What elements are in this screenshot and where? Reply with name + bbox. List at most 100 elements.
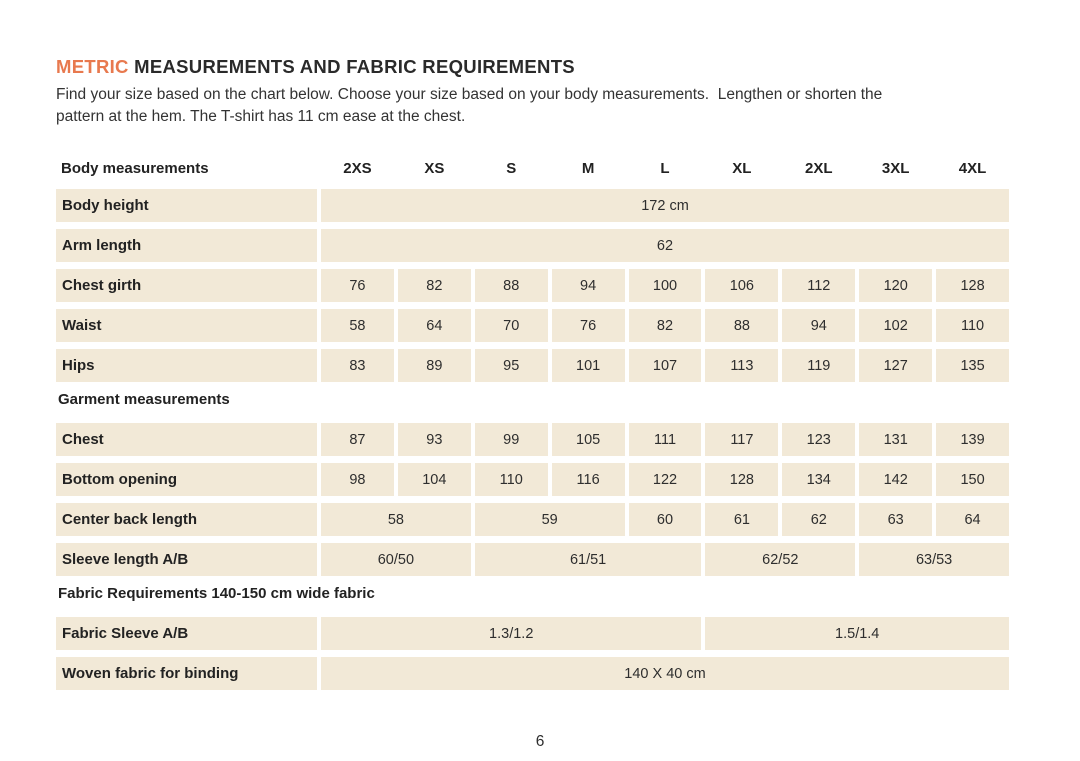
column-header-size-xs: XS — [424, 159, 445, 177]
table-cell: 119 — [782, 349, 856, 382]
row-label: Sleeve length A/B — [56, 543, 317, 576]
table-cell: 58 — [321, 503, 471, 536]
table-cell: 128 — [936, 269, 1009, 302]
table-cell: 62/52 — [705, 543, 856, 576]
table-cell: 95 — [474, 349, 548, 382]
table-cell: 1.3/1.2 — [321, 617, 702, 650]
table-cell: 105 — [551, 423, 625, 456]
table-cell: 98 — [321, 463, 394, 496]
table-cell: 134 — [782, 463, 856, 496]
row-label: Chest — [56, 423, 317, 456]
table-row-fabric-sleeve: Fabric Sleeve A/B 1.3/1.2 1.5/1.4 — [56, 617, 1009, 650]
table-cell: 113 — [705, 349, 779, 382]
section-heading-garment-measurements: Garment measurements — [58, 391, 230, 408]
table-cell: 64 — [936, 503, 1009, 536]
table-cell: 112 — [782, 269, 856, 302]
intro-line-2: pattern at the hem. The T-shirt has 11 c… — [56, 108, 466, 125]
intro-paragraph: Find your size based on the chart below.… — [56, 84, 1009, 128]
table-row-hips: Hips 83 89 95 101 107 113 119 127 135 — [56, 349, 1009, 382]
table-cell: 122 — [628, 463, 702, 496]
table-cell: 127 — [859, 349, 933, 382]
column-header-size-m: M — [581, 159, 595, 177]
table-cell: 58 — [321, 309, 394, 342]
table-cell: 70 — [474, 309, 548, 342]
table-cell: 128 — [705, 463, 779, 496]
table-cell: 102 — [859, 309, 933, 342]
column-header-size-2xs: 2XS — [343, 159, 372, 177]
table-cell: 106 — [705, 269, 779, 302]
table-row-waist: Waist 58 64 70 76 82 88 94 102 110 — [56, 309, 1009, 342]
table-row-arm-length: Arm length 62 — [56, 229, 1009, 262]
table-cell: 94 — [551, 269, 625, 302]
page-title-accent: METRIC — [56, 56, 129, 77]
page-title-rest: MEASUREMENTS AND FABRIC REQUIREMENTS — [128, 56, 575, 77]
table-cell: 110 — [936, 309, 1009, 342]
row-label: Bottom opening — [56, 463, 317, 496]
table-cell: 60/50 — [321, 543, 471, 576]
table-cell: 101 — [551, 349, 625, 382]
row-label: Body height — [56, 189, 317, 222]
page-title: METRIC MEASUREMENTS AND FABRIC REQUIREME… — [56, 56, 1009, 78]
table-cell: 82 — [397, 269, 471, 302]
table-header-row: Body measurements 2XS XS S M L XL 2XL 3X… — [56, 155, 1009, 181]
row-label: Waist — [56, 309, 317, 342]
table-cell: 87 — [321, 423, 394, 456]
table-row-bottom-opening: Bottom opening 98 104 110 116 122 128 13… — [56, 463, 1009, 496]
table-cell: 63 — [859, 503, 933, 536]
table-cell: 62 — [782, 503, 856, 536]
column-header-size-xl: XL — [732, 159, 752, 177]
table-cell: 88 — [705, 309, 779, 342]
table-row-chest: Chest 87 93 99 105 111 117 123 131 139 — [56, 423, 1009, 456]
table-cell: 61 — [705, 503, 779, 536]
column-header-size-3xl: 3XL — [881, 159, 910, 177]
table-row-body-height: Body height 172 cm — [56, 189, 1009, 222]
table-cell: 83 — [321, 349, 394, 382]
document-page: METRIC MEASUREMENTS AND FABRIC REQUIREME… — [56, 56, 1009, 697]
table-cell: 99 — [474, 423, 548, 456]
table-row-sleeve-length: Sleeve length A/B 60/50 61/51 62/52 63/5… — [56, 543, 1009, 576]
table-cell: 1.5/1.4 — [705, 617, 1009, 650]
column-header-size-2xl: 2XL — [805, 159, 833, 177]
table-row-woven-fabric-binding: Woven fabric for binding 140 X 40 cm — [56, 657, 1009, 690]
table-cell: 76 — [551, 309, 625, 342]
row-label: Chest girth — [56, 269, 317, 302]
column-header-body-measurements: Body measurements — [61, 159, 209, 177]
column-header-size-l: L — [660, 159, 670, 177]
table-cell: 131 — [859, 423, 933, 456]
column-header-size-s: S — [506, 159, 517, 177]
table-cell: 107 — [628, 349, 702, 382]
page-number: 6 — [535, 733, 545, 750]
table-cell: 111 — [628, 423, 702, 456]
table-cell: 123 — [782, 423, 856, 456]
table-cell: 140 X 40 cm — [321, 657, 1009, 690]
section-heading-fabric-requirements: Fabric Requirements 140-150 cm wide fabr… — [58, 585, 375, 602]
table-cell: 61/51 — [474, 543, 702, 576]
table-cell: 82 — [628, 309, 702, 342]
table-cell: 120 — [859, 269, 933, 302]
row-label: Hips — [56, 349, 317, 382]
table-cell: 100 — [628, 269, 702, 302]
table-cell: 172 cm — [321, 189, 1009, 222]
table-cell: 63/53 — [859, 543, 1009, 576]
table-cell: 142 — [859, 463, 933, 496]
table-cell: 76 — [321, 269, 394, 302]
table-cell: 110 — [474, 463, 548, 496]
table-cell: 88 — [474, 269, 548, 302]
row-label: Arm length — [56, 229, 317, 262]
table-cell: 60 — [628, 503, 702, 536]
table-cell: 139 — [936, 423, 1009, 456]
row-label: Fabric Sleeve A/B — [56, 617, 317, 650]
table-cell: 135 — [936, 349, 1009, 382]
row-label: Woven fabric for binding — [56, 657, 317, 690]
table-cell: 150 — [936, 463, 1009, 496]
table-row-chest-girth: Chest girth 76 82 88 94 100 106 112 120 … — [56, 269, 1009, 302]
table-cell: 62 — [321, 229, 1009, 262]
table-cell: 117 — [705, 423, 779, 456]
table-row-center-back-length: Center back length 58 59 60 61 62 63 64 — [56, 503, 1009, 536]
table-cell: 93 — [397, 423, 471, 456]
table-cell: 89 — [397, 349, 471, 382]
size-chart-table: Body measurements 2XS XS S M L XL 2XL 3X… — [56, 155, 1009, 690]
table-cell: 116 — [551, 463, 625, 496]
intro-line-1: Find your size based on the chart below.… — [56, 86, 883, 103]
table-cell: 59 — [474, 503, 625, 536]
